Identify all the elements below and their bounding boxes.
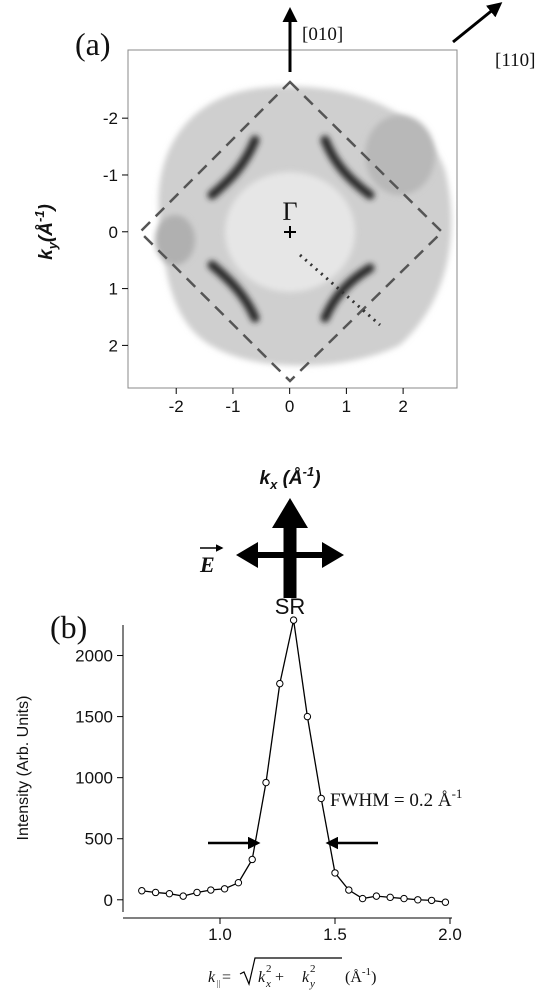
x-label-part: 2 bbox=[310, 963, 316, 975]
data-point bbox=[208, 887, 214, 893]
y-tick-label: 0 bbox=[104, 891, 113, 910]
y-axis-label: Intensity (Arb. Units) bbox=[15, 696, 32, 841]
data-point bbox=[387, 894, 393, 900]
y-tick-label: 1500 bbox=[75, 708, 113, 727]
x-label-part: || bbox=[217, 979, 220, 988]
data-point bbox=[304, 713, 310, 719]
data-point bbox=[428, 897, 434, 903]
x-tick-label: 2.0 bbox=[438, 925, 462, 944]
y-tick-label: 2000 bbox=[75, 647, 113, 666]
x-axis-label: k || = k x 2 + k y 2 (Å-1) bbox=[208, 958, 376, 990]
x-tick-label: -2 bbox=[169, 397, 184, 416]
y-label-part: -1 bbox=[32, 210, 47, 222]
y-tick-label: 500 bbox=[85, 830, 113, 849]
y-label-part: ) bbox=[36, 204, 57, 212]
data-point bbox=[277, 680, 283, 686]
fwhm-part: FWHM = 0.2 Å bbox=[330, 790, 452, 811]
direction-label: [110] bbox=[495, 50, 535, 71]
data-point bbox=[139, 888, 145, 894]
data-point bbox=[263, 779, 269, 785]
data-point bbox=[194, 889, 200, 895]
y-tick-label: 1 bbox=[109, 280, 118, 299]
sr-label: SR bbox=[275, 594, 306, 619]
data-point bbox=[166, 890, 172, 896]
x-label-part: + bbox=[275, 969, 284, 986]
gamma-label: Γ bbox=[282, 197, 297, 226]
x-label-part: x bbox=[265, 978, 271, 990]
data-point bbox=[249, 856, 255, 862]
direction-arrow bbox=[453, 4, 500, 42]
x-label-part: k bbox=[208, 969, 216, 986]
data-point bbox=[180, 893, 186, 899]
y-tick-label: 0 bbox=[109, 223, 118, 242]
x-label-part: ) bbox=[371, 969, 376, 986]
e-vector-label: E bbox=[199, 552, 215, 577]
sqrt-sign bbox=[240, 958, 342, 984]
x-label-part: (Å bbox=[277, 468, 302, 489]
data-point bbox=[359, 895, 365, 901]
y-tick-label: 2 bbox=[109, 336, 118, 355]
direction-label: [010] bbox=[302, 24, 343, 45]
x-label-part: -1 bbox=[362, 966, 371, 978]
figure: (a) [010] [110] Γ kx (Å-1) ky(Å-1) E SR … bbox=[0, 0, 559, 996]
x-label-part: y bbox=[309, 978, 315, 990]
intensity-map bbox=[140, 82, 451, 381]
data-point bbox=[442, 899, 448, 905]
y-tick-label: 1000 bbox=[75, 769, 113, 788]
x-label-part: 2 bbox=[266, 963, 272, 975]
series-line bbox=[142, 620, 446, 902]
x-tick-label: 1.0 bbox=[208, 925, 232, 944]
x-label-part: = bbox=[222, 969, 231, 986]
fwhm-part: -1 bbox=[452, 786, 463, 801]
x-axis-label: kx (Å-1) bbox=[259, 464, 320, 492]
x-tick-label: -1 bbox=[225, 397, 240, 416]
data-point bbox=[373, 893, 379, 899]
x-label-part: k bbox=[258, 969, 266, 986]
y-tick-label: -1 bbox=[103, 166, 118, 185]
x-label-part: -1 bbox=[303, 464, 315, 479]
data-point bbox=[235, 879, 241, 885]
x-label-part: (Å bbox=[345, 968, 362, 986]
data-point bbox=[346, 887, 352, 893]
y-axis-label: ky(Å-1) bbox=[32, 204, 60, 260]
data-point bbox=[401, 895, 407, 901]
x-tick-label: 1.5 bbox=[323, 925, 347, 944]
x-label-part: (Å-1) bbox=[345, 966, 376, 986]
polarization-cross bbox=[200, 498, 344, 598]
y-label-part: (Å bbox=[36, 222, 57, 242]
x-label-part: k bbox=[302, 969, 310, 986]
x-label-part: ) bbox=[312, 468, 320, 489]
fwhm-label: FWHM = 0.2 Å-1 bbox=[330, 786, 462, 811]
panel-label: (a) bbox=[75, 26, 111, 62]
x-tick-label: 0 bbox=[285, 397, 294, 416]
data-point bbox=[290, 617, 296, 623]
data-point bbox=[332, 870, 338, 876]
y-tick-label: -2 bbox=[103, 109, 118, 128]
data-point bbox=[152, 889, 158, 895]
data-point bbox=[318, 795, 324, 801]
x-tick-label: 1 bbox=[342, 397, 351, 416]
panel-label: (b) bbox=[50, 609, 87, 645]
x-tick-label: 2 bbox=[398, 397, 407, 416]
data-point bbox=[415, 897, 421, 903]
data-point bbox=[221, 886, 227, 892]
